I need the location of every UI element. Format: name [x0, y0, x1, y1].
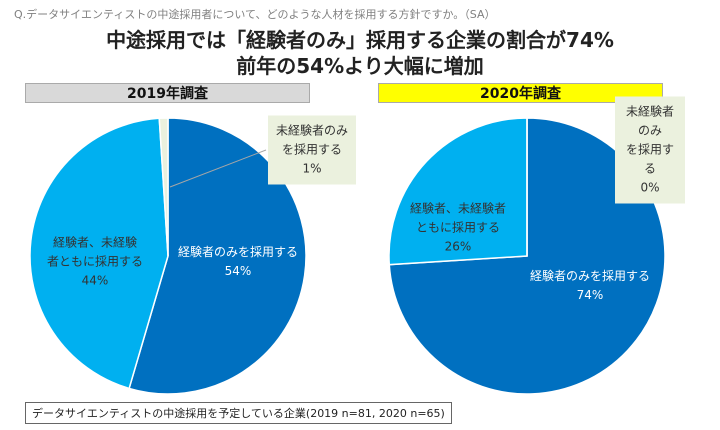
callout-line	[169, 149, 267, 188]
pie-slice	[158, 117, 169, 257]
slice-value: 54%	[224, 264, 252, 278]
panel-title: 2019年調査	[25, 83, 310, 103]
headline: 中途採用では「経験者のみ」採用する企業の割合が74%	[106, 28, 614, 52]
slice-category: 経験者のみを採用する	[529, 269, 651, 283]
slice-category: 未経験者のみ を採用する	[625, 104, 674, 176]
slice-label: 経験者、未経験 者ともに採用する 44%	[47, 234, 143, 291]
question: Q.データサイエンティストの中途採用者について、どのような人材を採用する方針です…	[14, 8, 496, 21]
slice-label: 経験者のみを採用する 54%	[178, 243, 298, 281]
footnote: データサイエンティストの中途採用を予定している企業(2019 n=81, 202…	[25, 402, 452, 424]
slice-value: 74%	[576, 288, 604, 302]
pie-slice	[388, 117, 528, 266]
slice-category: 未経験者のみ を採用する	[275, 123, 349, 157]
slice-label: 未経験者のみ を採用する 1%	[267, 115, 357, 185]
pie-slice	[128, 117, 307, 395]
slice-category: 経験者、未経験 者ともに採用する	[46, 235, 144, 269]
slice-label: 経験者、未経験者 ともに採用する 26%	[410, 200, 506, 257]
slice-label: 経験者のみを採用する 74%	[530, 267, 650, 305]
panel-title: 2020年調査	[378, 83, 663, 103]
slice-category: 経験者のみを採用する	[177, 245, 299, 259]
slice-value: 26%	[444, 239, 472, 254]
slice-value: 44%	[81, 273, 109, 288]
slice-category: 経験者、未経験者 ともに採用する	[409, 201, 507, 235]
slice-value: 1%	[302, 161, 322, 176]
headline: 前年の54%より大幅に増加	[236, 54, 484, 78]
pie-slice	[29, 117, 169, 390]
slice-label: 未経験者のみ を採用する 0%	[615, 96, 685, 204]
slice-value: 0%	[640, 180, 660, 195]
